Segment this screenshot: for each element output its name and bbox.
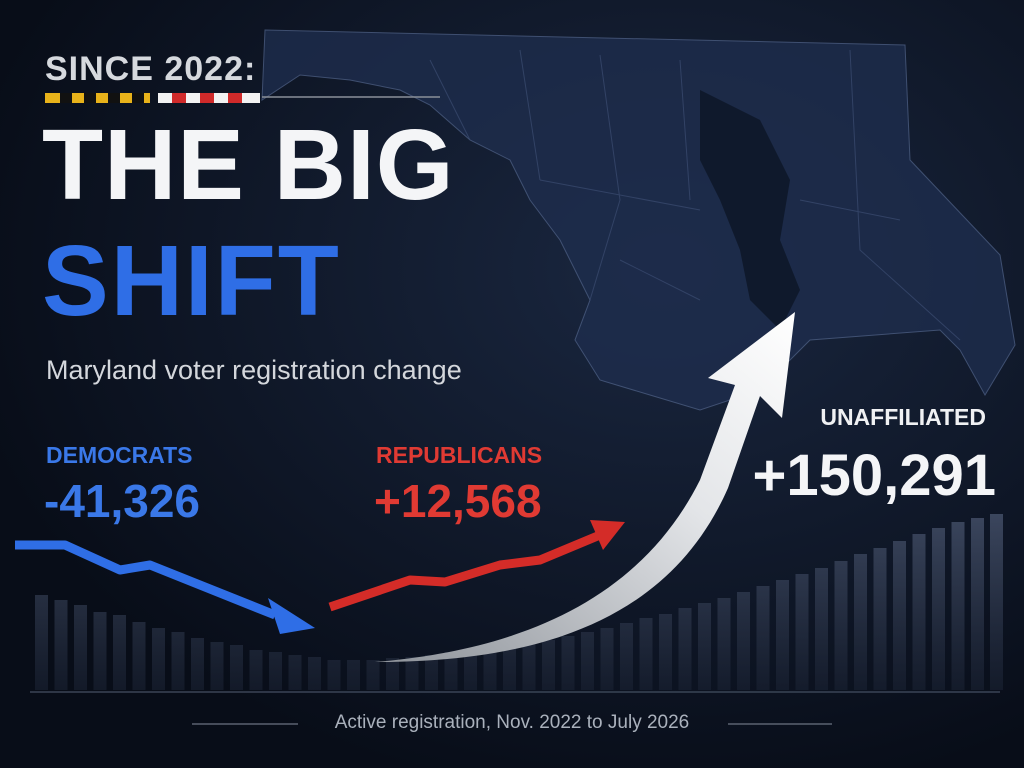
decorative-bars — [35, 514, 1003, 690]
party-change: +150,291 — [752, 443, 996, 508]
title-line: THE BIG — [42, 109, 455, 221]
unaffiliated-arrow — [375, 312, 795, 662]
democrat-arrowhead — [268, 598, 315, 634]
subtitle: Maryland voter registration change — [46, 355, 462, 385]
party-name: REPUBLICANS — [376, 442, 543, 468]
kicker: SINCE 2022: — [45, 50, 257, 88]
flag-stripe — [45, 93, 260, 103]
republican-arrowhead — [590, 520, 625, 550]
party-name: UNAFFILIATED — [820, 404, 986, 430]
party-name: DEMOCRATS — [46, 442, 193, 468]
democrat-arrow — [15, 540, 277, 620]
title-line: SHIFT — [42, 225, 341, 337]
county-lines — [429, 49, 961, 341]
party-change: -41,326 — [44, 475, 201, 527]
footer-note: Active registration, Nov. 2022 to July 2… — [334, 712, 690, 733]
republican-arrow — [328, 530, 602, 612]
state-map — [261, 29, 1016, 411]
party-change: +12,568 — [374, 475, 542, 527]
bay — [700, 90, 800, 330]
